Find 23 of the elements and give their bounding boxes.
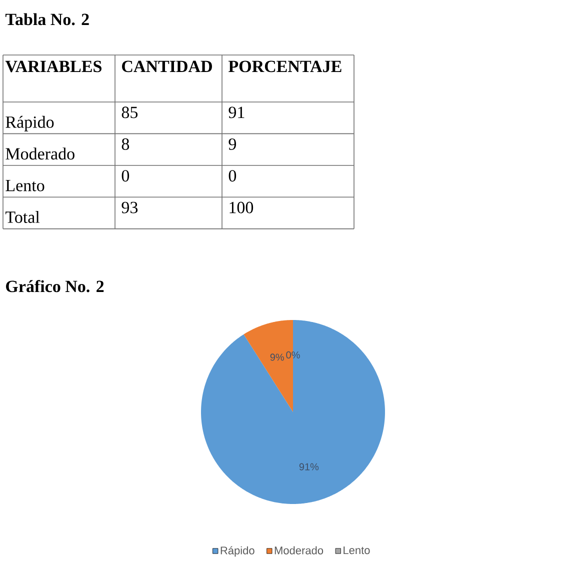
text: Gráfico No. 2 xyxy=(6,280,104,292)
text: 9 xyxy=(228,138,236,150)
text: VARIABLES xyxy=(5,60,102,72)
text: Tabla No. 2 xyxy=(5,13,89,26)
text: 0% xyxy=(286,351,300,358)
text: 8 xyxy=(122,138,130,150)
text: 91 xyxy=(228,106,244,118)
legend-label: Rápido xyxy=(220,546,254,557)
text: PORCENTAJE xyxy=(228,60,342,72)
data-label: 9% xyxy=(270,354,284,361)
data-label: 91% xyxy=(299,463,319,470)
legend-label: Moderado xyxy=(274,546,324,554)
text: CANTIDAD xyxy=(122,60,212,72)
text: 93 xyxy=(122,202,138,214)
text: 0 xyxy=(228,170,236,182)
text: Moderado xyxy=(6,148,74,160)
text: 100 xyxy=(230,202,254,214)
legend-label: Lento xyxy=(344,546,370,554)
text: Rápido xyxy=(6,116,54,132)
text: 0 xyxy=(122,170,130,182)
text: Total xyxy=(6,211,40,223)
text: Lento xyxy=(6,180,44,192)
text: 85 xyxy=(122,106,138,118)
